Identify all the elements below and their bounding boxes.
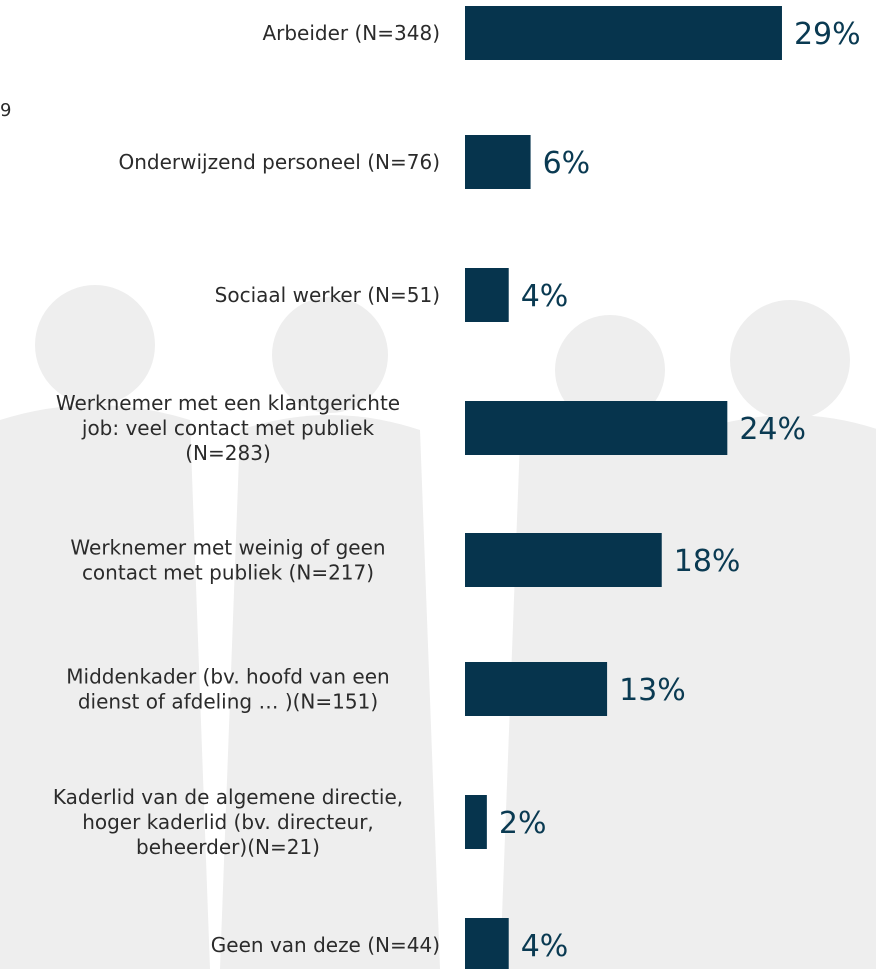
- category-label-5-line-1: dienst of afdeling … )(N=151): [78, 690, 378, 714]
- category-label-3-line-0: Werknemer met een klantgerichte: [56, 391, 400, 415]
- category-label-5-line-0: Middenkader (bv. hoofd van een: [66, 665, 389, 689]
- category-label-6-line-2: beheerder)(N=21): [136, 835, 320, 859]
- value-label-3: 24%: [739, 412, 806, 447]
- value-label-6: 2%: [499, 806, 547, 841]
- bar-4: [465, 533, 662, 587]
- value-label-7: 4%: [521, 929, 569, 964]
- bar-1: [465, 135, 531, 189]
- category-label-4-line-0: Werknemer met weinig of geen: [70, 536, 385, 560]
- value-label-1: 6%: [543, 146, 591, 181]
- bar-7: [465, 918, 509, 969]
- value-label-2: 4%: [521, 279, 569, 314]
- bar-0: [465, 6, 782, 60]
- category-label-2-line-0: Sociaal werker (N=51): [215, 283, 440, 307]
- category-label-4-line-1: contact met publiek (N=217): [82, 561, 374, 585]
- bar-5: [465, 662, 608, 716]
- value-label-5: 13%: [619, 673, 686, 708]
- category-label-1-line-0: Onderwijzend personeel (N=76): [119, 150, 441, 174]
- stray-text: 9: [0, 100, 12, 121]
- value-label-4: 18%: [674, 544, 741, 579]
- bar-2: [465, 268, 509, 322]
- category-label-6-line-0: Kaderlid van de algemene directie,: [53, 785, 403, 809]
- category-label-3-line-1: job: veel contact met publiek: [81, 416, 375, 440]
- bar-3: [465, 401, 728, 455]
- category-labels-layer: Arbeider (N=348) Onderwijzend personeel (…: [53, 21, 440, 957]
- category-label-0-line-0: Arbeider (N=348): [262, 21, 440, 45]
- category-label-7-line-0: Geen van deze (N=44): [211, 933, 440, 957]
- category-label-3-line-2: (N=283): [185, 441, 271, 465]
- bar-6: [465, 795, 487, 849]
- value-labels-layer: 29% 6% 4% 24% 18% 13% 2% 4%: [499, 17, 861, 964]
- bars-layer: [465, 6, 782, 969]
- category-label-6-line-1: hoger kaderlid (bv. directeur,: [82, 810, 374, 834]
- value-label-0: 29%: [794, 17, 861, 52]
